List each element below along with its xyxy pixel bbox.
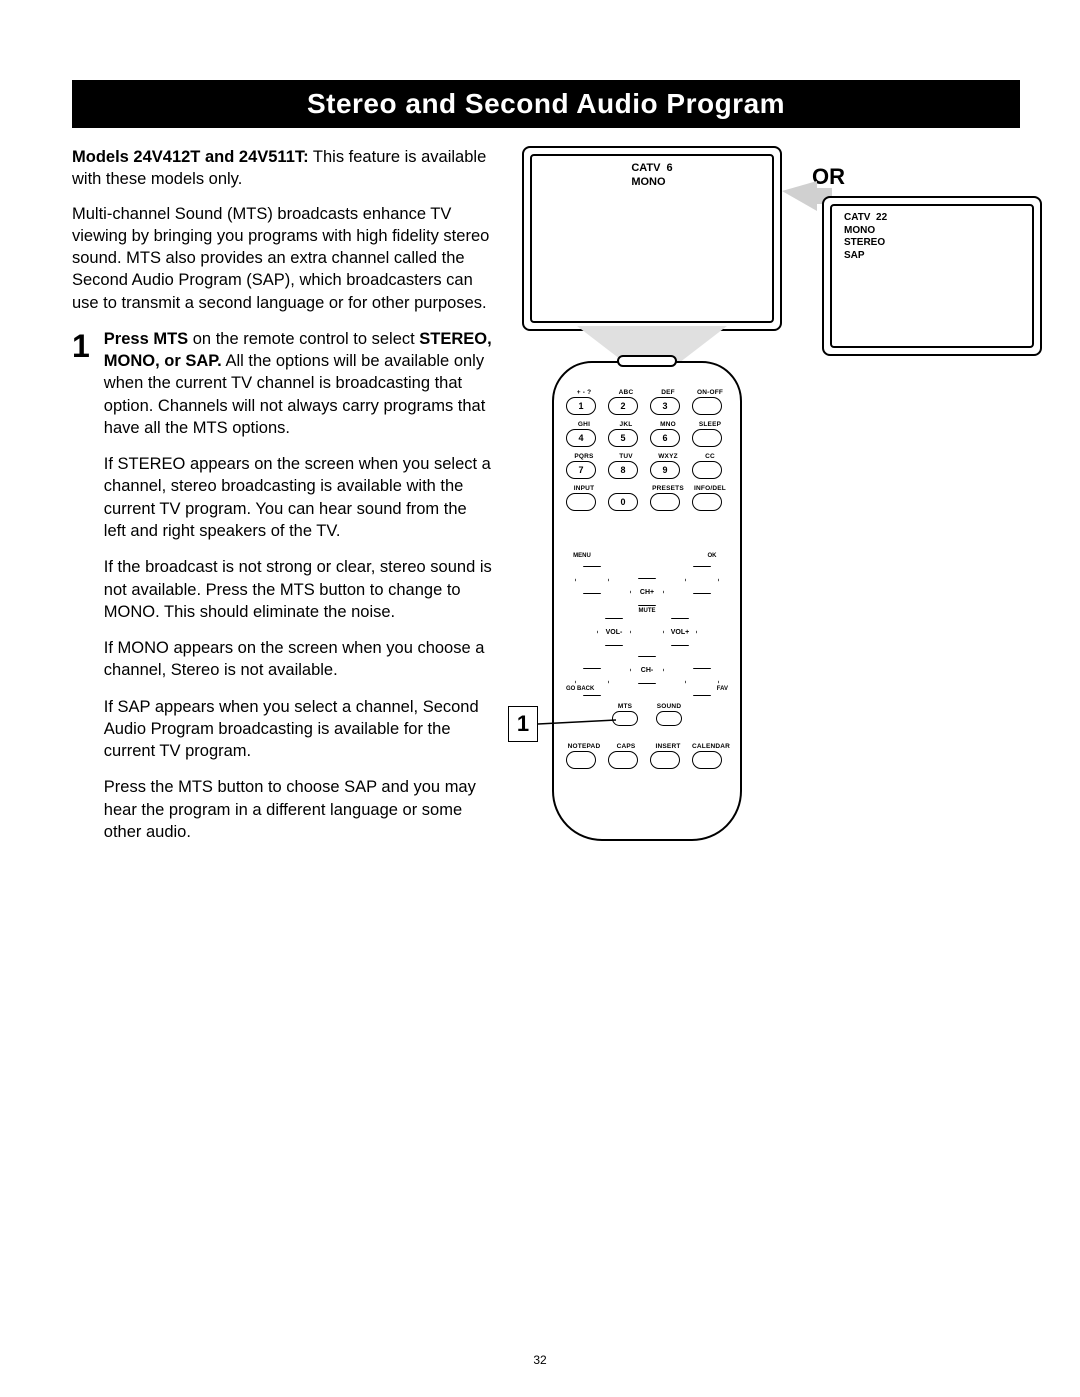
lbl: PQRS xyxy=(566,453,602,460)
btn-insert xyxy=(650,751,680,769)
lbl: CC xyxy=(692,453,728,460)
tv1-text: CATV 6 MONO xyxy=(631,162,672,190)
lbl: WXYZ xyxy=(650,453,686,460)
step-p1: Press MTS on the remote control to selec… xyxy=(104,328,492,439)
btn-1: 1 xyxy=(566,397,596,415)
remote-row-3: PQRS7 TUV8 WXYZ9 CC xyxy=(566,453,728,479)
step-p3: If the broadcast is not strong or clear,… xyxy=(104,556,492,623)
remote-row-4: INPUT 0 PRESETS INFO/DEL xyxy=(566,485,728,511)
step-p2: If STEREO appears on the screen when you… xyxy=(104,453,492,542)
lbl: INSERT xyxy=(650,743,686,750)
mts-label: MTS xyxy=(612,703,638,710)
sound-label: SOUND xyxy=(656,703,682,710)
step-p5: If SAP appears when you select a channel… xyxy=(104,696,492,763)
page-number: 32 xyxy=(533,1353,546,1367)
mute-label: MUTE xyxy=(627,608,667,614)
fav-label: FAV xyxy=(717,686,728,692)
lbl: PRESETS xyxy=(650,485,686,492)
lbl: NOTEPAD xyxy=(566,743,602,750)
lbl: INFO/DEL xyxy=(692,485,728,492)
intro-paragraph: Models 24V412T and 24V511T: This feature… xyxy=(72,146,492,191)
btn-5: 5 xyxy=(608,429,638,447)
lbl: CAPS xyxy=(608,743,644,750)
goback-label: GO BACK xyxy=(566,686,594,692)
lbl: ABC xyxy=(608,389,644,396)
remote-row-1: + - ?1 ABC2 DEF3 ON-OFF xyxy=(566,389,728,415)
btn-cc xyxy=(692,461,722,479)
step-p6: Press the MTS button to choose SAP and y… xyxy=(104,776,492,843)
lbl: + - ? xyxy=(566,389,602,396)
remote-row-2: GHI4 JKL5 MNO6 SLEEP xyxy=(566,421,728,447)
btn-sleep xyxy=(692,429,722,447)
page-title: Stereo and Second Audio Program xyxy=(72,80,1020,128)
illustration-column: CATV 6 MONO OR CATV 22 MONO STEREO SAP xyxy=(522,146,1020,857)
btn-9: 9 xyxy=(650,461,680,479)
remote-bottom-row: NOTEPAD CAPS INSERT CALENDAR xyxy=(566,743,728,769)
step-p4: If MONO appears on the screen when you c… xyxy=(104,637,492,682)
step-1: 1 Press MTS on the remote control to sel… xyxy=(72,328,492,857)
nav-cluster: CH+ MUTE VOL- VOL+ CH- xyxy=(587,566,707,686)
btn-3: 3 xyxy=(650,397,680,415)
step-number: 1 xyxy=(72,328,90,857)
tv-screen-2: CATV 22 MONO STEREO SAP xyxy=(822,196,1042,356)
remote-control: + - ?1 ABC2 DEF3 ON-OFF GHI4 JKL5 MNO6 S… xyxy=(552,361,742,841)
btn-ch-up: CH+ xyxy=(630,578,664,606)
btn-vol-up: VOL+ xyxy=(663,618,697,646)
lbl: SLEEP xyxy=(692,421,728,428)
btn-6: 6 xyxy=(650,429,680,447)
lbl: CALENDAR xyxy=(692,743,728,750)
lbl: TUV xyxy=(608,453,644,460)
step-p1-bold1: Press MTS xyxy=(104,330,188,348)
btn-8: 8 xyxy=(608,461,638,479)
tv-screen-1: CATV 6 MONO xyxy=(522,146,782,331)
btn-7: 7 xyxy=(566,461,596,479)
btn-vol-down: VOL- xyxy=(597,618,631,646)
lbl: ON-OFF xyxy=(692,389,728,396)
btn-caps xyxy=(608,751,638,769)
intro-bold: Models 24V412T and 24V511T: xyxy=(72,148,309,166)
btn-2: 2 xyxy=(608,397,638,415)
lbl: GHI xyxy=(566,421,602,428)
btn-4: 4 xyxy=(566,429,596,447)
text-column: Models 24V412T and 24V511T: This feature… xyxy=(72,146,492,857)
btn-input xyxy=(566,493,596,511)
tv2-text: CATV 22 MONO STEREO SAP xyxy=(844,212,887,262)
menu-label: MENU xyxy=(562,553,602,559)
callout-1-box: 1 xyxy=(508,706,538,742)
btn-0: 0 xyxy=(608,493,638,511)
callout-line-icon xyxy=(538,714,628,734)
lbl: DEF xyxy=(650,389,686,396)
lbl: INPUT xyxy=(566,485,602,492)
btn-notepad xyxy=(566,751,596,769)
btn-onoff xyxy=(692,397,722,415)
lbl: JKL xyxy=(608,421,644,428)
btn-info xyxy=(692,493,722,511)
btn-sound xyxy=(656,711,682,726)
btn-presets xyxy=(650,493,680,511)
btn-calendar xyxy=(692,751,722,769)
ok-label: OK xyxy=(692,553,732,559)
mts-paragraph: Multi-channel Sound (MTS) broadcasts enh… xyxy=(72,203,492,314)
btn-ch-down: CH- xyxy=(630,656,664,684)
step-p1-t1: on the remote control to select xyxy=(188,330,419,348)
lbl: MNO xyxy=(650,421,686,428)
